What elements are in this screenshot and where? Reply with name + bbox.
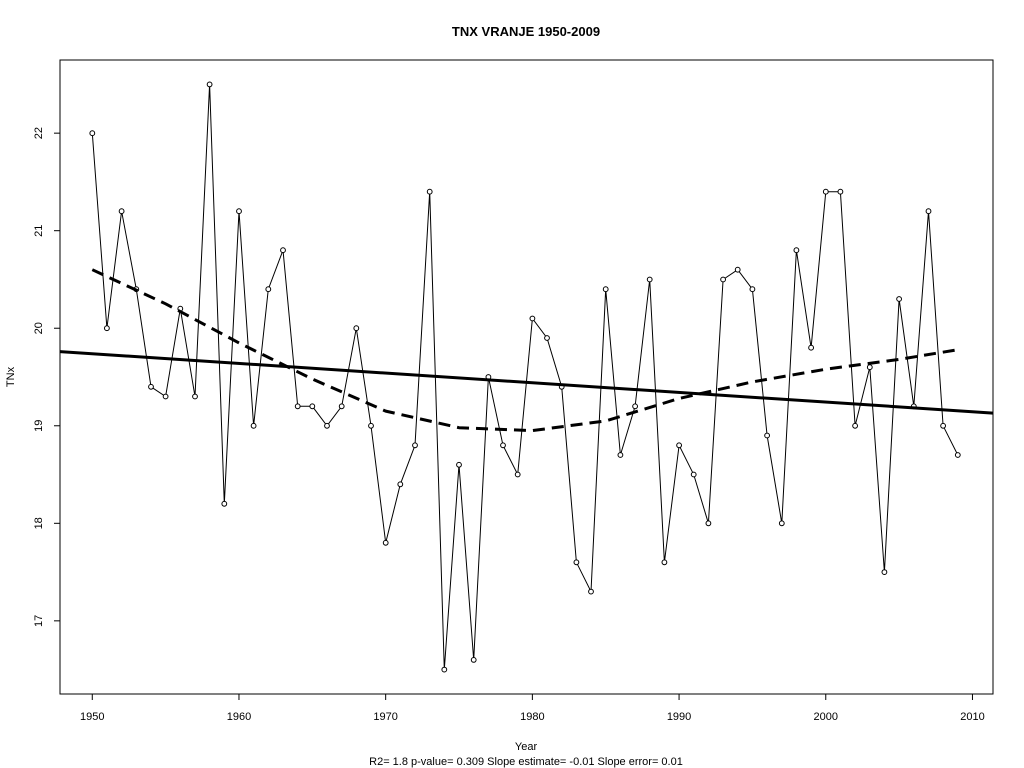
data-point [192, 393, 198, 400]
data-series [89, 81, 961, 673]
data-point [602, 286, 609, 293]
data-point [206, 81, 213, 88]
data-point [148, 383, 154, 390]
x-tick-label: 1950 [80, 711, 104, 723]
y-tick-label: 18 [33, 517, 45, 529]
chart-title: TNX VRANJE 1950-2009 [452, 24, 600, 39]
data-point [778, 520, 785, 527]
data-point [954, 452, 961, 458]
stats-subtitle: R2= 1.8 p-value= 0.309 Slope estimate= -… [369, 756, 683, 768]
data-point [294, 403, 301, 410]
data-point [118, 208, 125, 215]
data-point [837, 188, 844, 195]
data-point [661, 559, 668, 566]
data-point [162, 393, 169, 400]
series-line [91, 84, 959, 670]
data-point [925, 208, 932, 215]
data-point [705, 520, 712, 527]
data-point [881, 569, 888, 575]
data-point [764, 432, 770, 439]
data-point [280, 247, 286, 254]
y-axis-label: TNx [5, 366, 17, 387]
trend-lines [59, 268, 994, 433]
y-tick-label: 19 [33, 420, 45, 432]
data-point [852, 422, 858, 429]
data-point [368, 422, 374, 429]
data-point [104, 325, 110, 332]
data-point [676, 442, 682, 449]
plot-frame [59, 59, 994, 695]
x-tick-label: 2000 [814, 711, 838, 723]
y-tick-label: 20 [33, 322, 45, 334]
data-point [338, 403, 345, 410]
x-tick-label: 1960 [227, 711, 251, 723]
x-tick-label: 2010 [960, 711, 984, 723]
data-point [236, 208, 242, 215]
data-point [353, 325, 360, 332]
data-point [412, 442, 418, 449]
y-tick-label: 17 [33, 615, 45, 627]
data-point [514, 471, 521, 478]
data-point [632, 403, 638, 410]
data-point [309, 403, 316, 410]
data-point [397, 481, 404, 488]
data-point [866, 364, 873, 371]
x-axis-label: Year [515, 741, 538, 753]
x-tick-label: 1980 [520, 711, 544, 723]
data-point [324, 422, 330, 429]
data-point [456, 461, 462, 468]
data-point [529, 315, 536, 322]
data-point [690, 471, 697, 478]
data-point [896, 296, 902, 302]
data-point [734, 266, 741, 273]
linear-trend-line [59, 350, 994, 415]
data-point [544, 335, 550, 341]
smooth-trend-line [91, 268, 959, 433]
data-point [720, 276, 726, 283]
data-point [250, 422, 257, 429]
data-point [749, 286, 756, 293]
data-point [500, 442, 506, 449]
data-point [808, 344, 814, 351]
data-point [617, 452, 624, 458]
y-tick-label: 21 [33, 225, 45, 237]
data-point [221, 500, 228, 507]
data-point [265, 286, 272, 293]
y-tick-label: 22 [33, 127, 45, 139]
data-point [793, 247, 800, 254]
data-point [470, 657, 477, 663]
data-point [588, 588, 594, 595]
data-point [89, 130, 96, 137]
data-point [940, 422, 946, 429]
x-tick-label: 1970 [373, 711, 397, 723]
data-point [646, 276, 653, 283]
data-point [441, 666, 448, 673]
data-point [382, 539, 389, 546]
data-point [573, 559, 580, 566]
data-point [822, 188, 829, 195]
x-tick-label: 1990 [667, 711, 691, 723]
x-axis: 1950 1960 1970 1980 1990 2000 2010 [80, 694, 985, 723]
data-point [426, 188, 433, 195]
y-axis: 17 18 19 20 21 22 [33, 127, 60, 627]
